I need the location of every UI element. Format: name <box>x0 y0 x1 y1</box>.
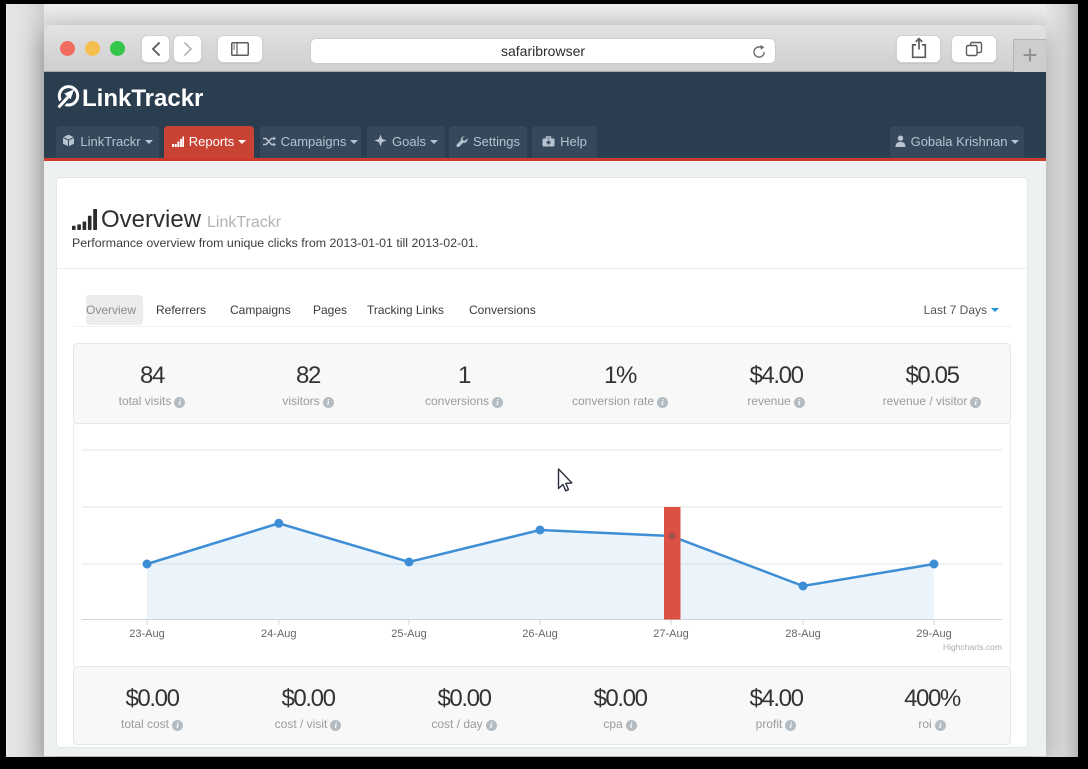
svg-text:25-Aug: 25-Aug <box>391 628 426 640</box>
svg-text:26-Aug: 26-Aug <box>522 628 557 640</box>
svg-text:29-Aug: 29-Aug <box>916 628 951 640</box>
svg-text:24-Aug: 24-Aug <box>261 628 296 640</box>
svg-text:28-Aug: 28-Aug <box>785 628 820 640</box>
svg-text:27-Aug: 27-Aug <box>653 628 688 640</box>
svg-text:Highcharts.com: Highcharts.com <box>943 642 1002 652</box>
svg-text:23-Aug: 23-Aug <box>129 628 164 640</box>
